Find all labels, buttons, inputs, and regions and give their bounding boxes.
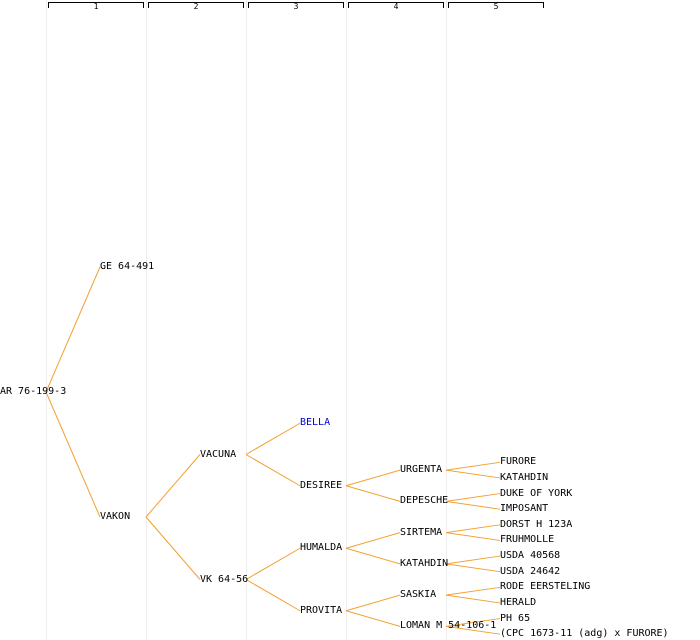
- ancestor-node: USDA 40568: [500, 550, 561, 562]
- pedigree-edge: [445, 524, 501, 534]
- column-guide: [46, 0, 47, 640]
- pedigree-edge: [445, 461, 501, 471]
- pedigree-edge: [145, 454, 201, 518]
- ancestor-node: VK 64-56: [200, 573, 249, 585]
- ancestor-node: GE 64-491: [100, 261, 155, 272]
- ancestor-node[interactable]: BELLA: [300, 417, 331, 429]
- pedigree-edge: [445, 555, 501, 565]
- column-guide: [146, 0, 147, 640]
- ancestor-node: SIRTEMA: [400, 526, 443, 538]
- ancestor-node: KATAHDIN: [500, 471, 549, 483]
- pedigree-edge: [445, 586, 501, 596]
- pedigree-edge: [345, 532, 401, 549]
- column-guide: [246, 0, 247, 640]
- column-number: 4: [393, 2, 399, 11]
- column-number: 5: [493, 2, 499, 11]
- pedigree-edge: [345, 594, 401, 612]
- ancestor-node: HERALD: [500, 596, 537, 608]
- column-ruler-bracket: [148, 2, 244, 8]
- ancestor-node: FURORE: [500, 456, 537, 468]
- ancestor-node: VAKON: [100, 511, 131, 522]
- ancestor-node: URGENTA: [400, 464, 443, 476]
- ancestor-node: SASKIA: [400, 589, 437, 601]
- pedigree-edge: [245, 454, 301, 487]
- ancestor-node: FRUHMOLLE: [500, 534, 555, 546]
- pedigree-edge: [445, 618, 501, 627]
- pedigree-edge: [445, 500, 501, 510]
- pedigree-edge: [345, 469, 401, 487]
- pedigree-edge: [345, 610, 401, 627]
- ancestor-node: DEPESCHE: [400, 495, 449, 507]
- pedigree-edge: [145, 516, 201, 580]
- pedigree-edge: [45, 266, 101, 393]
- ancestor-node: KATAHDIN: [400, 557, 449, 569]
- pedigree-edge: [445, 532, 501, 541]
- pedigree-edge: [245, 579, 301, 612]
- ancestor-node: (CPC 1673-11 (adg) x FURORE): [500, 628, 669, 640]
- column-number: 3: [293, 2, 299, 11]
- ancestor-node: RODE EERSTELING: [500, 581, 591, 593]
- column-ruler-bracket: [248, 2, 344, 8]
- ancestor-node: DUKE OF YORK: [500, 487, 573, 499]
- pedigree-edge: [445, 469, 501, 479]
- ancestor-node: DORST H 123A: [500, 518, 573, 530]
- ancestor-node: HUMALDA: [300, 542, 343, 554]
- column-guide: [346, 0, 347, 640]
- pedigree-edge: [45, 391, 101, 518]
- ancestor-node: DESIREE: [300, 479, 343, 491]
- pedigree-edge: [445, 563, 501, 573]
- ancestor-node: IMPOSANT: [500, 503, 549, 515]
- pedigree-edge: [445, 625, 501, 635]
- ancestor-node: LOMAN M 54-106-1: [400, 620, 497, 632]
- pedigree-edge: [345, 485, 401, 502]
- column-number: 2: [193, 2, 199, 11]
- pedigree-edge: [245, 547, 301, 580]
- pedigree-edge: [245, 422, 301, 455]
- ancestor-node: PH 65: [500, 612, 531, 624]
- column-ruler-bracket: [348, 2, 444, 8]
- ancestor-node: PROVITA: [300, 604, 343, 616]
- pedigree-edge: [445, 594, 501, 604]
- column-ruler-bracket: [48, 2, 144, 8]
- column-guide: [446, 0, 447, 640]
- pedigree-edge: [345, 547, 401, 565]
- ancestor-node: USDA 24642: [500, 565, 561, 577]
- column-number: 1: [93, 2, 99, 11]
- root-node: AR 76-199-3: [0, 386, 67, 397]
- column-ruler-bracket: [448, 2, 544, 8]
- ancestor-node: VACUNA: [200, 448, 237, 460]
- pedigree-edge: [445, 493, 501, 502]
